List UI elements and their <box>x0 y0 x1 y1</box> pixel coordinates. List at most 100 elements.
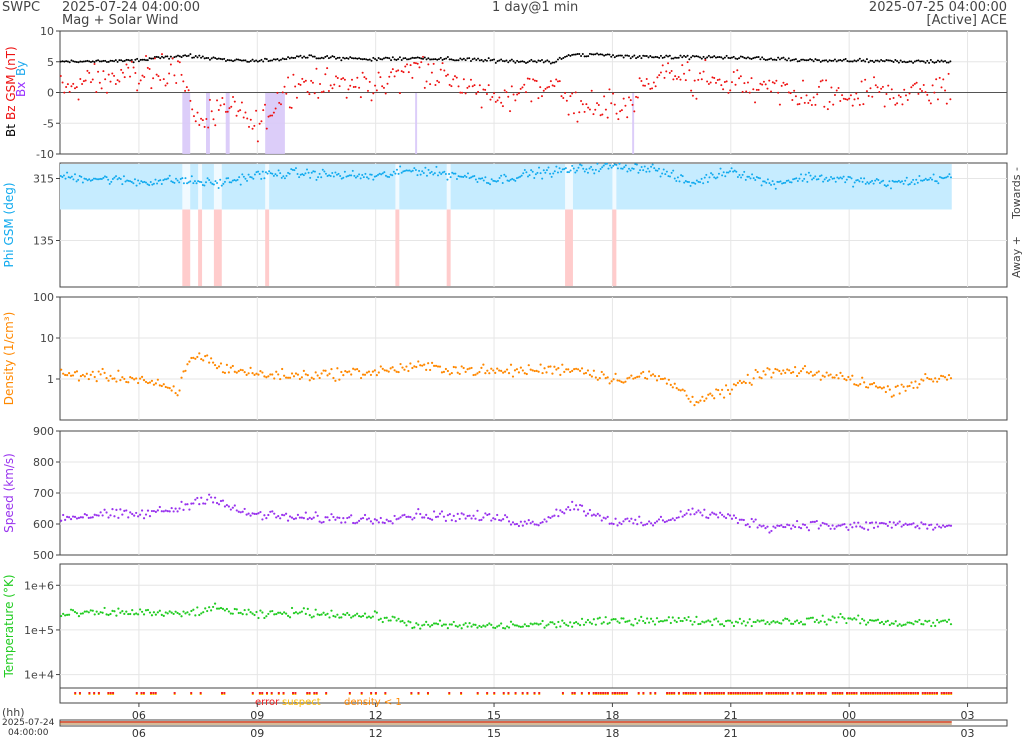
bz-point <box>729 89 732 92</box>
bz-point <box>477 90 480 93</box>
temperature-point <box>399 620 402 623</box>
bt-point <box>201 55 204 58</box>
phi-point <box>850 177 853 180</box>
bz-point <box>377 71 380 74</box>
phi-point <box>465 176 468 179</box>
flag-error-mark <box>580 692 583 694</box>
phi-point <box>699 181 702 184</box>
temperature-point <box>162 614 165 617</box>
temperature-point <box>776 620 779 623</box>
bt-point <box>617 54 620 57</box>
phi-point <box>729 170 732 173</box>
phi-point <box>200 181 203 184</box>
temperature-point <box>89 609 92 612</box>
bz-point <box>714 81 717 84</box>
speed-point <box>133 514 136 517</box>
phi-point <box>266 172 269 175</box>
density-point <box>697 401 700 404</box>
density-point <box>610 380 613 383</box>
bz-point <box>816 93 819 96</box>
density-point <box>320 372 323 375</box>
bt-point <box>413 57 416 60</box>
speed-point <box>156 509 159 512</box>
bt-point <box>509 59 512 62</box>
speed-point <box>614 517 617 520</box>
phi-point <box>184 177 187 180</box>
flag-suspect-mark <box>898 694 901 695</box>
density-point <box>405 365 408 368</box>
bz-point <box>835 89 838 92</box>
speed-point <box>870 521 874 524</box>
temperature-point <box>744 624 747 627</box>
bt-point <box>864 60 867 63</box>
phi-gap <box>612 164 617 210</box>
phi-point <box>921 179 924 182</box>
bz-point <box>849 94 852 97</box>
temperature-point <box>460 627 463 630</box>
bt-point <box>949 60 952 63</box>
bz-point <box>162 78 165 81</box>
density-point <box>298 377 302 381</box>
temperature-point <box>772 620 775 623</box>
temperature-point <box>902 623 905 626</box>
bz-point <box>443 69 446 72</box>
density-point <box>436 365 440 368</box>
phi-point <box>741 173 744 176</box>
temperature-point <box>383 616 386 619</box>
phi-point <box>413 167 416 170</box>
bz-point <box>564 91 567 94</box>
temperature-point <box>237 611 240 615</box>
phi-point <box>863 177 866 180</box>
density-point <box>945 378 949 381</box>
bt-point <box>867 61 870 64</box>
speed-point <box>742 518 745 522</box>
density-point <box>492 369 495 372</box>
bottom-time: 04:00:00 <box>8 728 49 738</box>
phi-point <box>609 164 612 167</box>
flag-error-mark <box>282 692 285 694</box>
bt-point <box>335 57 338 60</box>
bt-point <box>791 58 794 61</box>
flag-suspect-mark <box>448 694 451 695</box>
bt-point <box>526 61 529 64</box>
bt-point <box>91 60 94 63</box>
density-point <box>598 377 601 380</box>
x-tick-label: 18 <box>605 709 619 722</box>
speed-point <box>843 523 846 526</box>
speed-point <box>561 510 564 514</box>
bt-point <box>787 57 790 60</box>
bt-point <box>816 59 819 62</box>
density-point <box>265 376 268 379</box>
flag-error-mark <box>694 692 697 694</box>
bt-point <box>761 56 764 59</box>
density-point <box>357 370 361 373</box>
flag-suspect-mark <box>190 694 193 695</box>
bz-point <box>356 76 359 79</box>
density-point <box>882 386 885 389</box>
phi-point <box>429 172 432 175</box>
flag-error-mark <box>573 692 576 694</box>
phi-point <box>847 175 850 178</box>
phi-point <box>839 176 842 179</box>
flag-suspect-mark <box>784 694 787 695</box>
phi-point <box>145 181 148 184</box>
flag-error-mark <box>611 692 614 694</box>
temperature-point <box>184 612 187 615</box>
density-point <box>279 377 282 381</box>
flag-suspect-mark <box>654 694 657 695</box>
density-point <box>421 364 424 367</box>
end-time: 2025-07-25 04:00:00 <box>868 0 1007 15</box>
bz-point <box>166 82 169 85</box>
density-point <box>450 371 453 375</box>
bt-point <box>253 60 256 63</box>
speed-point <box>154 510 157 513</box>
phi-point <box>747 175 750 178</box>
bz-point <box>922 84 925 87</box>
temperature-point <box>683 617 686 620</box>
bt-point <box>887 59 890 62</box>
speed-point <box>180 500 183 503</box>
bz-point <box>68 90 71 93</box>
speed-point <box>768 531 771 534</box>
bt-point <box>551 61 554 64</box>
temperature-point <box>432 622 436 625</box>
